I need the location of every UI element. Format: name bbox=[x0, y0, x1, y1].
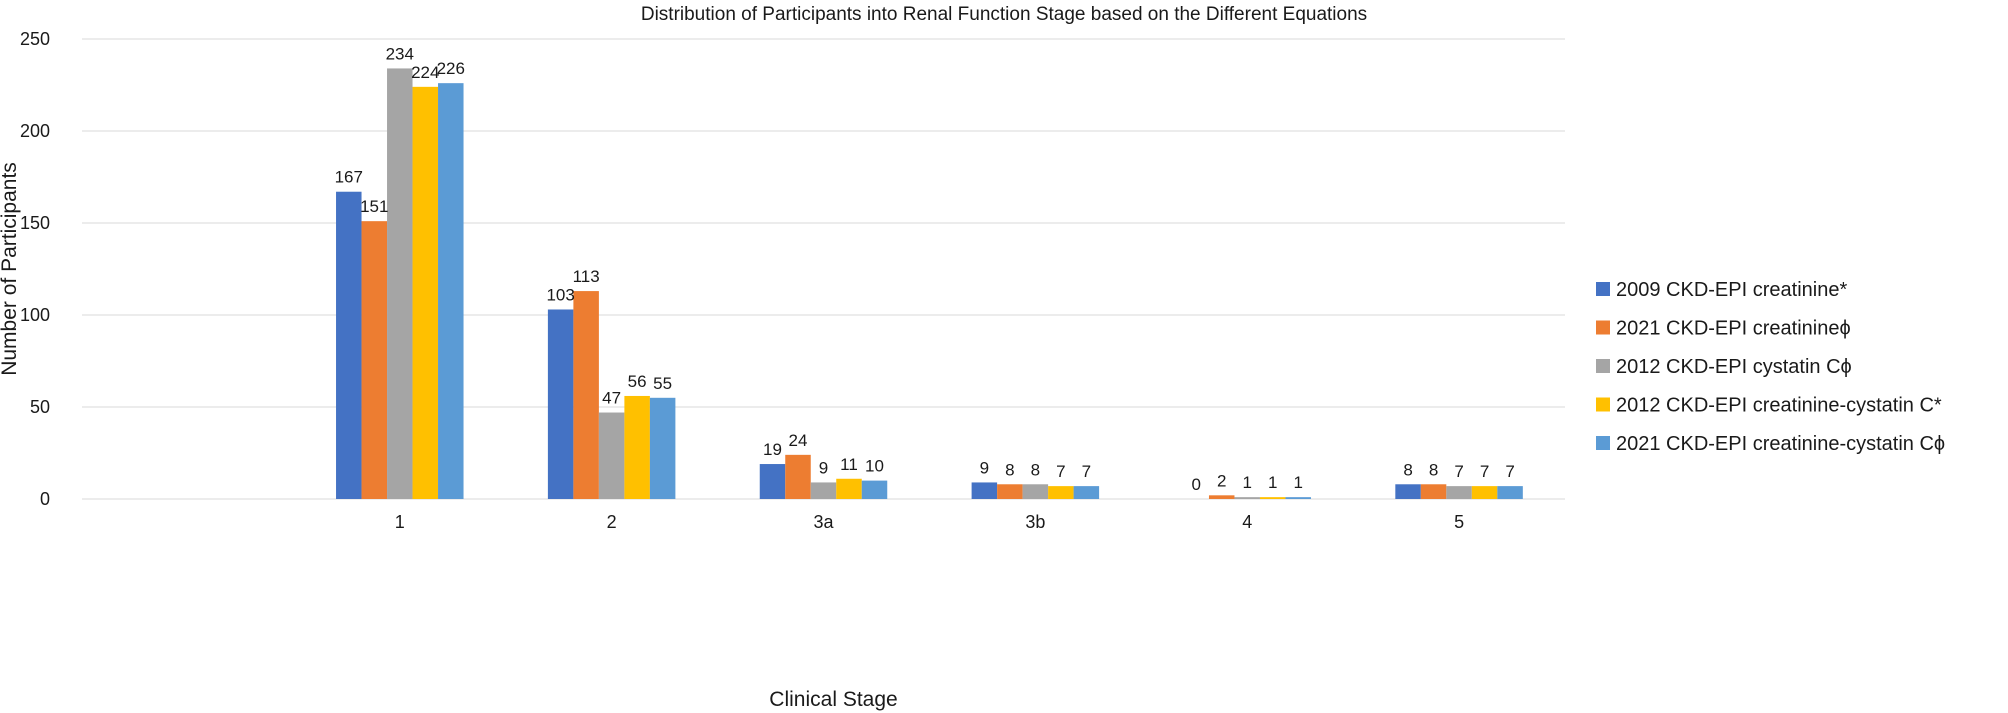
bar-data-label: 2 bbox=[1217, 471, 1226, 490]
x-tick-label: 4 bbox=[1242, 512, 1252, 532]
y-axis-label: Number of Participants bbox=[0, 162, 21, 376]
bar-data-label: 9 bbox=[819, 458, 828, 477]
legend-label: 2021 CKD-EPI creatinineϕ bbox=[1616, 318, 1851, 340]
y-axis-ticks: 0 50 100 150 200 250 bbox=[20, 29, 50, 509]
legend-swatch bbox=[1596, 282, 1610, 296]
bar-data-label: 224 bbox=[411, 63, 439, 82]
bar-data-label: 1 bbox=[1293, 473, 1302, 492]
legend-swatch bbox=[1596, 359, 1610, 373]
y-tick-label: 100 bbox=[20, 305, 50, 325]
bar bbox=[1446, 486, 1472, 499]
y-tick-label: 200 bbox=[20, 121, 50, 141]
bar-data-label: 151 bbox=[360, 197, 388, 216]
bar-data-label: 0 bbox=[1191, 475, 1200, 494]
bar bbox=[861, 480, 888, 499]
bar bbox=[336, 191, 362, 499]
y-tick-label: 150 bbox=[20, 213, 50, 233]
legend-label: 2021 CKD-EPI creatinine-cystatin Cϕ bbox=[1616, 433, 1945, 455]
bar bbox=[1022, 484, 1049, 499]
legend: 2009 CKD-EPI creatinine* 2021 CKD-EPI cre… bbox=[1596, 279, 1945, 455]
bar bbox=[759, 464, 786, 499]
bar-data-label: 103 bbox=[546, 285, 574, 304]
bar bbox=[997, 484, 1023, 499]
bar bbox=[1259, 497, 1286, 499]
x-tick-label: 1 bbox=[395, 512, 405, 532]
bar bbox=[438, 83, 464, 499]
bar bbox=[1471, 486, 1498, 499]
bar bbox=[387, 68, 413, 499]
bar-data-label: 24 bbox=[789, 431, 808, 450]
bar-data-label: 55 bbox=[653, 374, 672, 393]
bar-data-label: 10 bbox=[865, 457, 884, 476]
bar-data-label: 167 bbox=[335, 168, 363, 187]
x-tick-label: 3b bbox=[1025, 512, 1045, 532]
bar bbox=[573, 291, 599, 499]
bar-data-label: 19 bbox=[763, 440, 782, 459]
bar-data-label: 8 bbox=[1403, 460, 1412, 479]
x-axis-ticks: 1 2 3a 3b 4 5 bbox=[395, 512, 1464, 532]
bar bbox=[971, 482, 998, 499]
legend-label: 2009 CKD-EPI creatinine* bbox=[1616, 279, 1847, 301]
bar-data-label: 1 bbox=[1242, 473, 1251, 492]
bars bbox=[336, 68, 1523, 499]
bar bbox=[1285, 497, 1311, 499]
x-tick-label: 5 bbox=[1454, 512, 1464, 532]
legend-label: 2012 CKD-EPI creatinine-cystatin C* bbox=[1616, 395, 1942, 417]
bar bbox=[412, 86, 439, 499]
bar bbox=[547, 309, 574, 499]
bar bbox=[836, 478, 862, 499]
bar-data-label: 113 bbox=[573, 267, 600, 286]
bar-data-label: 7 bbox=[1082, 462, 1091, 481]
bar-data-label: 8 bbox=[1429, 460, 1438, 479]
bar bbox=[1234, 497, 1260, 499]
bar bbox=[624, 395, 650, 499]
legend-swatch bbox=[1596, 397, 1610, 412]
bar-data-label: 226 bbox=[437, 59, 465, 78]
y-tick-label: 50 bbox=[30, 397, 50, 417]
bar bbox=[1073, 486, 1100, 499]
bar-data-label: 1 bbox=[1268, 473, 1277, 492]
gridlines bbox=[82, 38, 1565, 500]
bar bbox=[1048, 486, 1074, 499]
bar bbox=[1395, 484, 1421, 499]
x-axis-label: Clinical Stage bbox=[769, 688, 897, 711]
bar-data-label: 8 bbox=[1031, 460, 1040, 479]
bar bbox=[1420, 484, 1447, 499]
bar-data-label: 7 bbox=[1056, 462, 1065, 481]
bar bbox=[810, 482, 837, 499]
bar-data-label: 56 bbox=[628, 372, 647, 391]
bar bbox=[361, 221, 388, 499]
x-tick-label: 3a bbox=[813, 512, 834, 532]
bar bbox=[1497, 486, 1523, 499]
bar bbox=[1208, 495, 1235, 499]
bar bbox=[598, 412, 625, 499]
bar-data-label: 7 bbox=[1480, 462, 1489, 481]
bar bbox=[785, 454, 811, 499]
legend-swatch bbox=[1596, 320, 1610, 335]
y-tick-label: 0 bbox=[40, 489, 50, 509]
bar-data-label: 7 bbox=[1454, 462, 1463, 481]
bar-data-label: 8 bbox=[1005, 460, 1014, 479]
y-tick-label: 250 bbox=[20, 29, 50, 49]
bar bbox=[649, 397, 676, 499]
bar-data-label: 47 bbox=[602, 389, 621, 408]
chart-title: Distribution of Participants into Renal … bbox=[641, 4, 1367, 25]
bar-data-label: 7 bbox=[1505, 462, 1514, 481]
x-tick-label: 2 bbox=[607, 512, 617, 532]
legend-label: 2012 CKD-EPI cystatin Cϕ bbox=[1616, 356, 1852, 378]
legend-swatch bbox=[1596, 436, 1610, 450]
bar-data-label: 11 bbox=[840, 455, 858, 474]
bar-data-label: 234 bbox=[386, 44, 414, 63]
bar-data-label: 9 bbox=[980, 458, 989, 477]
